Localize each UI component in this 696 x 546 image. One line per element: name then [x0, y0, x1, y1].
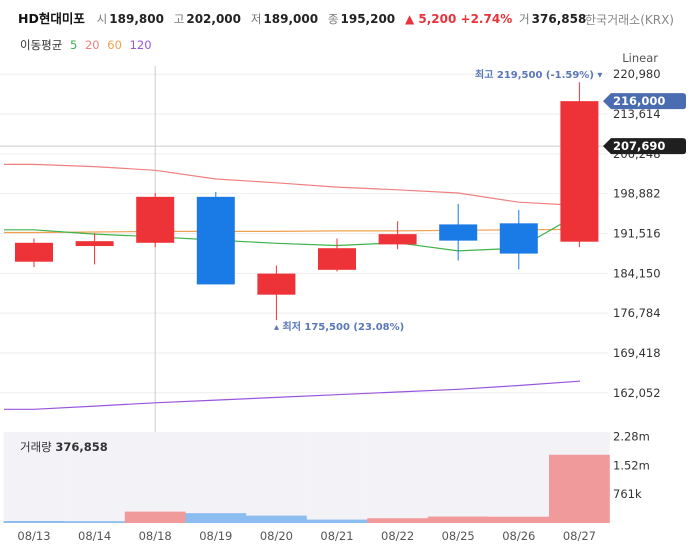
candle-body: [560, 101, 599, 242]
low-label: 저: [250, 12, 262, 26]
volume-bg-column: [306, 432, 368, 523]
x-tick-label: 08/20: [260, 529, 293, 543]
candle: [378, 221, 417, 250]
volume-bar: [64, 521, 125, 523]
low-annotation: ▴ 최저 175,500 (23.08%): [274, 320, 404, 333]
candle: [15, 238, 53, 268]
volume-bar: [427, 516, 489, 523]
volume-tick-label: 2.28m: [613, 430, 650, 444]
candle: [75, 233, 114, 265]
volume-title-value: 376,858: [55, 440, 107, 454]
crosshair-price-label: 207,690: [613, 139, 665, 153]
volume-value: 376,858: [531, 12, 587, 26]
x-tick-label: 08/27: [563, 529, 596, 543]
ma120-line: [4, 380, 580, 410]
open-value: 189,800: [109, 12, 164, 26]
volume-bar: [246, 515, 307, 523]
candle: [318, 238, 356, 272]
volume-tick-label: 761k: [613, 487, 642, 501]
high-annotation: 최고 219,500 (-1.59%) ▾: [475, 68, 602, 81]
candle-body: [15, 242, 53, 262]
candle: [499, 209, 538, 270]
exchange-label: 한국거래소(KRX): [585, 13, 674, 27]
volume-bg-column: [3, 432, 65, 523]
volume-bar: [3, 521, 65, 523]
ma-legend: 이동평균 5 20 60 120: [20, 37, 156, 53]
ma-legend-5[interactable]: 5: [69, 38, 78, 52]
scale-mode-toggle[interactable]: Linear: [622, 51, 658, 65]
candle: [196, 191, 235, 285]
x-tick-label: 08/22: [381, 529, 414, 543]
close-value: 195,200: [340, 12, 396, 26]
ma20-line: [4, 163, 580, 207]
current-price-label: 216,000: [613, 94, 665, 108]
volume-bar: [488, 516, 550, 523]
volume-bar: [306, 519, 368, 523]
y-tick-label: 169,418: [613, 346, 661, 360]
high-value: 202,000: [186, 12, 241, 26]
candle-body: [257, 273, 296, 295]
close-label: 종: [327, 12, 339, 26]
y-tick-label: 220,980: [613, 67, 661, 81]
current-price-tag: [603, 93, 686, 110]
candle-body: [136, 196, 175, 243]
candle-body: [318, 248, 356, 270]
volume-bg-column: [124, 432, 186, 523]
ma-legend-20[interactable]: 20: [84, 38, 100, 52]
volume-bar: [185, 513, 247, 523]
y-tick-label: 162,052: [613, 386, 661, 400]
volume-bar: [549, 454, 610, 523]
change-value: ▲ 5,200 +2.74%: [404, 12, 513, 26]
candle: [136, 193, 175, 248]
volume-bar: [124, 511, 186, 523]
ma-legend-120[interactable]: 120: [129, 38, 152, 52]
volume-title: 거래량 376,858: [20, 440, 108, 454]
crosshair-price-tag: [603, 138, 686, 155]
candle: [560, 82, 599, 248]
x-tick-label: 08/21: [320, 529, 353, 543]
volume-bg-column: [185, 432, 247, 523]
x-tick-label: 08/13: [17, 529, 50, 543]
quote-header: HD현대미포 시 189,800 고 202,000 저 189,000 종 195,2…: [18, 8, 592, 27]
candle: [439, 203, 478, 261]
y-tick-label: 198,882: [613, 187, 661, 201]
candle-body: [439, 224, 478, 241]
volume-bg-column: [488, 432, 550, 523]
ma-legend-title: 이동평균: [20, 38, 63, 52]
y-tick-label: 213,614: [613, 107, 661, 121]
x-tick-label: 08/18: [139, 529, 172, 543]
candle-body: [196, 196, 235, 285]
volume-bg-column: [367, 432, 428, 523]
volume-bar: [367, 518, 428, 523]
volume-bg-column: [246, 432, 307, 523]
y-tick-label: 176,784: [613, 306, 661, 320]
y-tick-label: 184,150: [613, 266, 661, 280]
candle-body: [499, 223, 538, 254]
candle: [257, 265, 296, 321]
ma60-line: [4, 228, 580, 234]
volume-bg-column: [427, 432, 489, 523]
candle-body: [378, 234, 417, 245]
x-tick-label: 08/26: [502, 529, 535, 543]
volume-label: 거: [519, 12, 530, 26]
y-tick-label: 191,516: [613, 227, 661, 241]
x-tick-label: 08/25: [442, 529, 475, 543]
ma-legend-60[interactable]: 60: [107, 38, 122, 52]
stock-name: HD현대미포: [18, 11, 85, 26]
open-label: 시: [96, 12, 108, 26]
low-value: 189,000: [263, 12, 319, 26]
x-tick-label: 08/14: [78, 529, 111, 543]
volume-tick-label: 1.52m: [613, 458, 650, 472]
volume-bg-column: [64, 432, 125, 523]
high-label: 고: [173, 12, 185, 26]
candle-body: [75, 241, 114, 247]
x-tick-label: 08/19: [199, 529, 232, 543]
